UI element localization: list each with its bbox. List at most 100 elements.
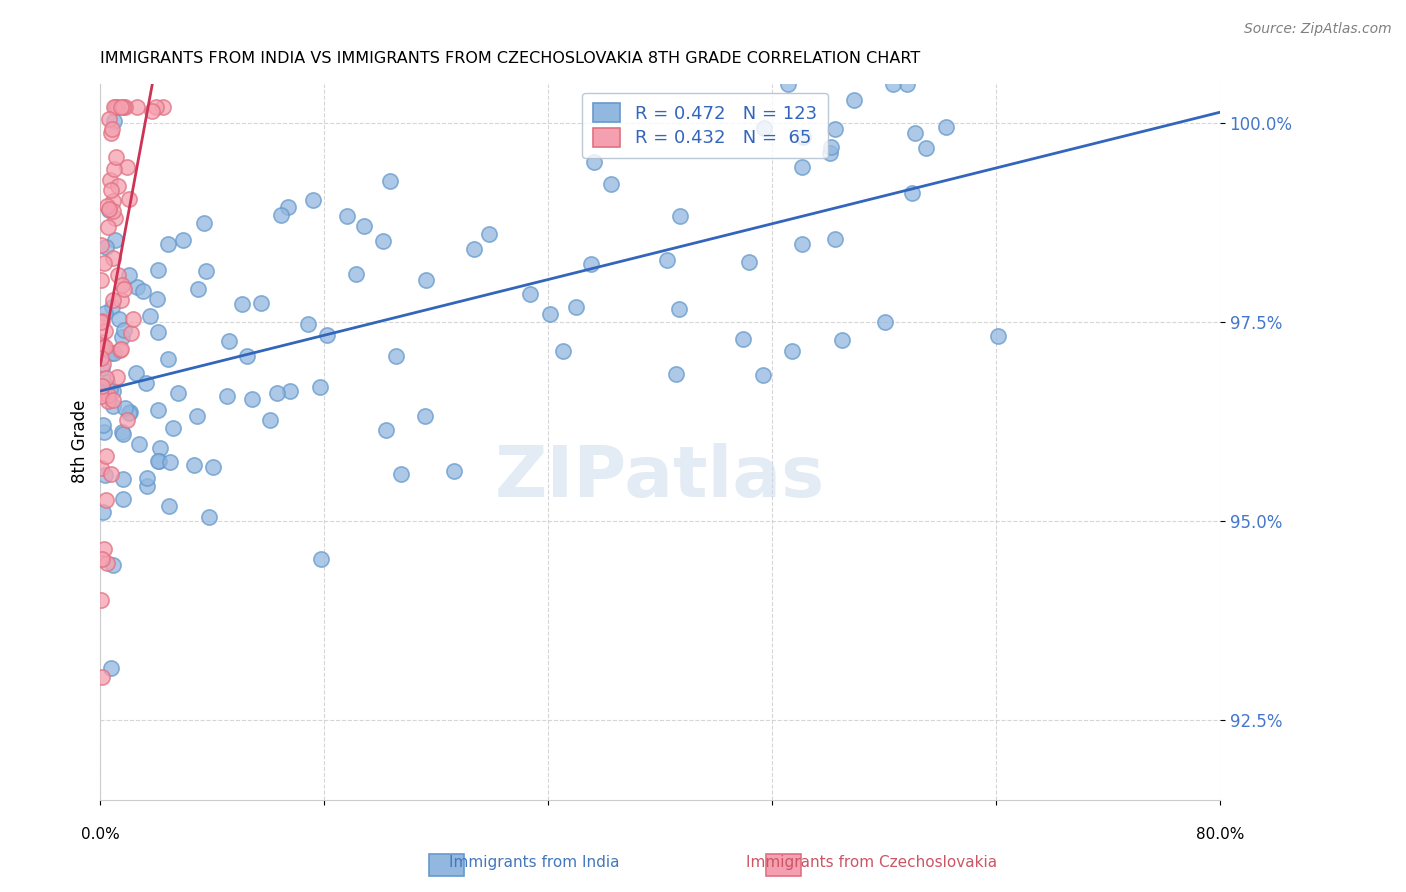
Point: [375, 423, 398, 437]
Point: [93, 256, 115, 270]
Point: [148, 325, 170, 339]
Point: [309, 380, 332, 394]
Point: [111, 425, 134, 440]
Text: Immigrants from Czechoslovakia: Immigrants from Czechoslovakia: [747, 855, 997, 870]
Point: [987, 328, 1010, 343]
Point: [776, 77, 799, 91]
Point: [136, 479, 159, 493]
Point: [882, 77, 904, 91]
Point: [98, 172, 121, 186]
Point: [157, 499, 180, 513]
Point: [146, 453, 169, 467]
Point: [896, 77, 918, 91]
Point: [96, 199, 118, 213]
Point: [373, 234, 395, 248]
Point: [108, 312, 131, 326]
Point: [101, 393, 124, 408]
Point: [94, 306, 117, 320]
Point: [112, 282, 135, 296]
Point: [194, 264, 217, 278]
Point: [443, 463, 465, 477]
Point: [115, 161, 138, 175]
Point: [103, 100, 125, 114]
Point: [104, 100, 127, 114]
Point: [118, 268, 141, 283]
Point: [172, 233, 194, 247]
Point: [790, 160, 813, 174]
Point: [250, 296, 273, 310]
Point: [316, 328, 339, 343]
Point: [193, 217, 215, 231]
Point: [301, 193, 323, 207]
Point: [103, 251, 125, 265]
Point: [103, 293, 125, 307]
Point: [96, 375, 118, 389]
Point: [579, 257, 602, 271]
Point: [818, 145, 841, 160]
Point: [669, 209, 692, 223]
Point: [218, 334, 240, 349]
Point: [118, 405, 141, 419]
Point: [90, 273, 112, 287]
Point: [141, 104, 163, 119]
Point: [103, 161, 125, 176]
Point: [538, 307, 561, 321]
Text: 80.0%: 80.0%: [1195, 828, 1244, 842]
Bar: [766, 854, 801, 876]
Point: [112, 323, 135, 337]
Point: [97, 394, 120, 409]
Point: [415, 273, 437, 287]
Point: [101, 558, 124, 572]
Point: [146, 292, 169, 306]
Point: [344, 267, 367, 281]
Point: [385, 349, 408, 363]
Point: [93, 467, 115, 482]
Point: [91, 552, 114, 566]
Point: [91, 379, 114, 393]
Point: [100, 183, 122, 197]
Point: [599, 177, 621, 191]
Point: [100, 661, 122, 675]
Text: 0.0%: 0.0%: [82, 828, 120, 842]
Point: [738, 255, 761, 269]
Point: [146, 262, 169, 277]
Point: [353, 219, 375, 233]
Point: [91, 383, 114, 397]
Point: [90, 670, 112, 684]
Point: [105, 370, 128, 384]
Point: [107, 268, 129, 282]
Y-axis label: 8th Grade: 8th Grade: [72, 400, 89, 483]
Point: [100, 126, 122, 140]
Point: [266, 385, 288, 400]
Point: [792, 130, 814, 145]
Point: [463, 242, 485, 256]
Point: [110, 100, 132, 114]
Point: [148, 454, 170, 468]
Point: [733, 332, 755, 346]
Point: [93, 505, 115, 519]
Point: [551, 343, 574, 358]
Point: [145, 100, 167, 114]
Point: [90, 335, 112, 350]
Point: [100, 122, 122, 136]
Point: [111, 100, 134, 114]
Point: [100, 345, 122, 359]
Point: [157, 351, 180, 366]
Point: [97, 202, 120, 217]
Point: [91, 358, 114, 372]
Point: [100, 467, 122, 481]
Point: [90, 593, 112, 607]
Point: [91, 340, 114, 354]
Text: Immigrants from India: Immigrants from India: [449, 855, 620, 870]
Point: [309, 552, 332, 566]
Point: [198, 510, 221, 524]
Point: [121, 312, 143, 326]
Point: [107, 179, 129, 194]
Point: [104, 211, 127, 225]
Point: [824, 232, 846, 246]
Point: [105, 150, 128, 164]
Point: [413, 409, 436, 424]
Point: [901, 186, 924, 201]
Point: [118, 192, 141, 206]
Point: [90, 389, 112, 403]
